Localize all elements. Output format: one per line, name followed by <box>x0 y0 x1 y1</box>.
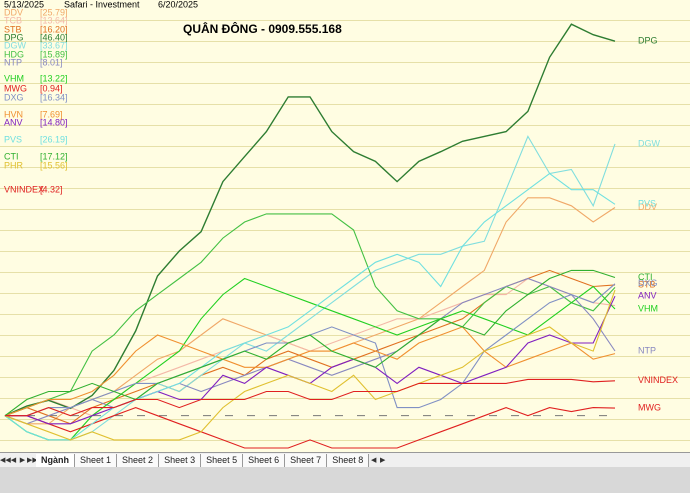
legend-name: HVN <box>4 109 23 119</box>
legend-name: TCB <box>4 15 22 25</box>
series-line <box>4 213 616 417</box>
end-label: DDV <box>638 202 657 212</box>
sheet-tab[interactable]: Sheet 6 <box>243 453 286 467</box>
end-label: DXG <box>638 278 658 288</box>
sheet-tab[interactable]: Sheet 5 <box>201 453 244 467</box>
end-label: STB <box>638 279 656 289</box>
sheet-tab[interactable]: Sheet 2 <box>117 453 160 467</box>
legend-value: [17.12] <box>40 151 68 161</box>
start-date: 5/13/2025 <box>4 0 44 9</box>
series-line <box>4 289 616 441</box>
legend-value: [8.01] <box>40 57 63 67</box>
sheet-tab[interactable]: Ngành <box>36 453 75 467</box>
end-date: 6/20/2025 <box>158 0 198 9</box>
legend-name: DGW <box>4 40 27 50</box>
nav-next[interactable]: ▶ <box>19 457 26 464</box>
end-label: VHM <box>638 303 658 313</box>
series-line <box>4 23 616 417</box>
legend-name: HDG <box>4 49 24 59</box>
legend-name: VNINDEX <box>4 184 44 194</box>
chart: 5/13/2025 Safari - Investment 6/20/2025 … <box>0 0 690 452</box>
series-line <box>5 283 616 417</box>
legend-value: [33.67] <box>40 40 68 50</box>
series-line <box>4 326 616 417</box>
legend-name: DDV <box>4 7 23 17</box>
end-label: CTI <box>638 272 653 282</box>
chart-title: QUÂN ĐÔNG - 0909.555.168 <box>183 21 342 36</box>
legend-name: CTI <box>4 151 19 161</box>
legend-value: [7.69] <box>40 109 63 119</box>
legend-value: [46.40] <box>40 32 68 42</box>
legend-name: ANV <box>4 117 23 127</box>
end-label: PVS <box>638 199 656 209</box>
end-label: VNINDEX <box>638 375 678 385</box>
end-label: DGW <box>638 138 661 148</box>
end-label: ANV <box>638 291 657 301</box>
legend-value: [15.89] <box>40 49 68 59</box>
end-label: MWG <box>638 402 661 412</box>
legend-value: [14.80] <box>40 117 68 127</box>
legend-value: [13.64] <box>40 15 68 25</box>
legend-value: [25.79] <box>40 7 68 17</box>
legend-name: VHM <box>4 73 24 83</box>
legend-value: [26.19] <box>40 134 68 144</box>
legend-name: STB <box>4 24 22 34</box>
nav-first[interactable]: ◀◀ <box>0 457 11 464</box>
scroll-right[interactable]: ▶ <box>380 457 386 464</box>
legend-name: DXG <box>4 92 24 102</box>
series-line <box>4 135 616 441</box>
series-line <box>5 378 616 417</box>
end-label: DPG <box>638 36 658 46</box>
legend-value: [16.34] <box>40 92 68 102</box>
sheet-tabs: ◀◀ ◀ ▶ ▶▶ Ngành Sheet 1 Sheet 2 Sheet 3 Shee… <box>0 452 690 467</box>
end-label: NTP <box>638 345 656 355</box>
legend-value: [13.22] <box>40 73 68 83</box>
legend-name: NTP <box>4 57 22 67</box>
legend-value: [0.94] <box>40 83 63 93</box>
legend-value: [16.20] <box>40 24 68 34</box>
scroll-left[interactable]: ◀ <box>371 457 377 464</box>
sheet-tab[interactable]: Sheet 7 <box>285 453 328 467</box>
sheet-tab[interactable]: Sheet 1 <box>75 453 118 467</box>
nav-last[interactable]: ▶▶ <box>27 457 38 464</box>
legend-name: PVS <box>4 134 22 144</box>
sheet-tab[interactable]: Sheet 3 <box>159 453 202 467</box>
nav-prev[interactable]: ◀ <box>10 457 17 464</box>
legend-name: PHR <box>4 160 24 170</box>
series-line <box>5 407 616 449</box>
app-name: Safari - Investment <box>64 0 140 9</box>
series-line <box>4 269 616 417</box>
legend-value: [15.56] <box>40 160 68 170</box>
series-line <box>4 172 616 441</box>
sheet-tab[interactable]: Sheet 8 <box>327 453 370 467</box>
legend-name: MWG <box>4 83 27 93</box>
series-line <box>5 295 616 425</box>
legend-value: [4.32] <box>40 184 63 194</box>
legend-name: DPG <box>4 32 24 42</box>
